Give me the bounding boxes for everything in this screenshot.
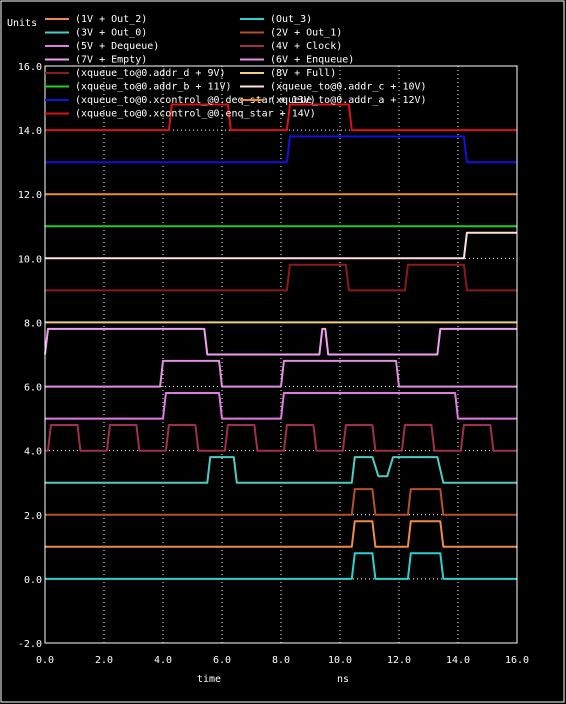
series-line: [45, 552, 517, 580]
legend-label: (2V + Out_1): [270, 28, 342, 39]
legend-label: (8V + Full): [270, 68, 336, 79]
y-tick-label: 4.0: [24, 447, 42, 458]
legend-label: (1V + Out_2): [75, 14, 147, 25]
x-tick-label: 0.0: [36, 655, 54, 666]
series-line: [45, 520, 517, 548]
series-layer: [44, 103, 517, 580]
x-tick-label: 12.0: [387, 655, 411, 666]
series-line: [45, 456, 517, 484]
series-line: [45, 424, 517, 452]
series-line: [45, 135, 517, 164]
x-tick-label: 2.0: [95, 655, 113, 666]
y-tick-label: 2.0: [24, 511, 42, 522]
legend-label: (xqueue_to@0.addr_d + 9V): [75, 68, 226, 79]
legend-label: (xqueue_to@0.xcontrol_@0.deq_star + 13V): [75, 95, 316, 106]
legend-label: (4V + Clock): [270, 41, 342, 52]
series-line: [45, 488, 517, 516]
x-tick-label: 10.0: [328, 655, 352, 666]
y-tick-label: -2.0: [18, 639, 42, 650]
series-line: [45, 392, 517, 420]
legend-label: (5V + Dequeue): [75, 41, 159, 52]
series-line: [45, 231, 517, 260]
legend-label: (3V + Out_0): [75, 28, 147, 39]
series-line: [45, 263, 517, 292]
x-axis-label: time: [197, 674, 221, 685]
series-line: [45, 359, 517, 388]
y-tick-label: 6.0: [24, 383, 42, 394]
x-tick-label: 8.0: [272, 655, 290, 666]
series-line: [44, 327, 517, 356]
x-tick-label: 16.0: [505, 655, 529, 666]
x-tick-label: 4.0: [154, 655, 172, 666]
x-axis-unit: ns: [337, 674, 349, 685]
legend-label: (xqueue_to@0.addr_a + 12V): [270, 95, 427, 106]
legend-label: (Out_3): [270, 14, 312, 25]
legend-label: (6V + Enqueue): [270, 55, 354, 66]
legend: (1V + Out_2) (Out_3) (3V + Out_0) (2V + Out…: [45, 14, 427, 120]
y-tick-label: 12.0: [18, 190, 42, 201]
y-tick-label: 8.0: [24, 318, 42, 329]
x-tick-label: 14.0: [446, 655, 470, 666]
legend-label: (xqueue_to@0.xcontrol_@0.enq_star + 14V): [75, 109, 316, 120]
legend-label: (7V + Empty): [75, 55, 147, 66]
y-axis-label: Units: [7, 18, 37, 29]
series-line: [45, 103, 517, 132]
legend-label: (xqueue_to@0.addr_b + 11V): [75, 82, 232, 93]
legend-label: (xqueue_to@0.addr_c + 10V): [270, 82, 427, 93]
y-tick-label: 10.0: [18, 254, 42, 265]
y-tick-label: 14.0: [18, 126, 42, 137]
y-tick-label: 0.0: [24, 575, 42, 586]
y-tick-label: 16.0: [18, 62, 42, 73]
plot-border: [44, 65, 518, 644]
x-tick-label: 6.0: [213, 655, 231, 666]
tick-layer: 0.0 2.0 4.0 6.0 8.0 10.0 12.0 14.0 16.0 -2.0 0.0 2.…: [18, 62, 529, 666]
